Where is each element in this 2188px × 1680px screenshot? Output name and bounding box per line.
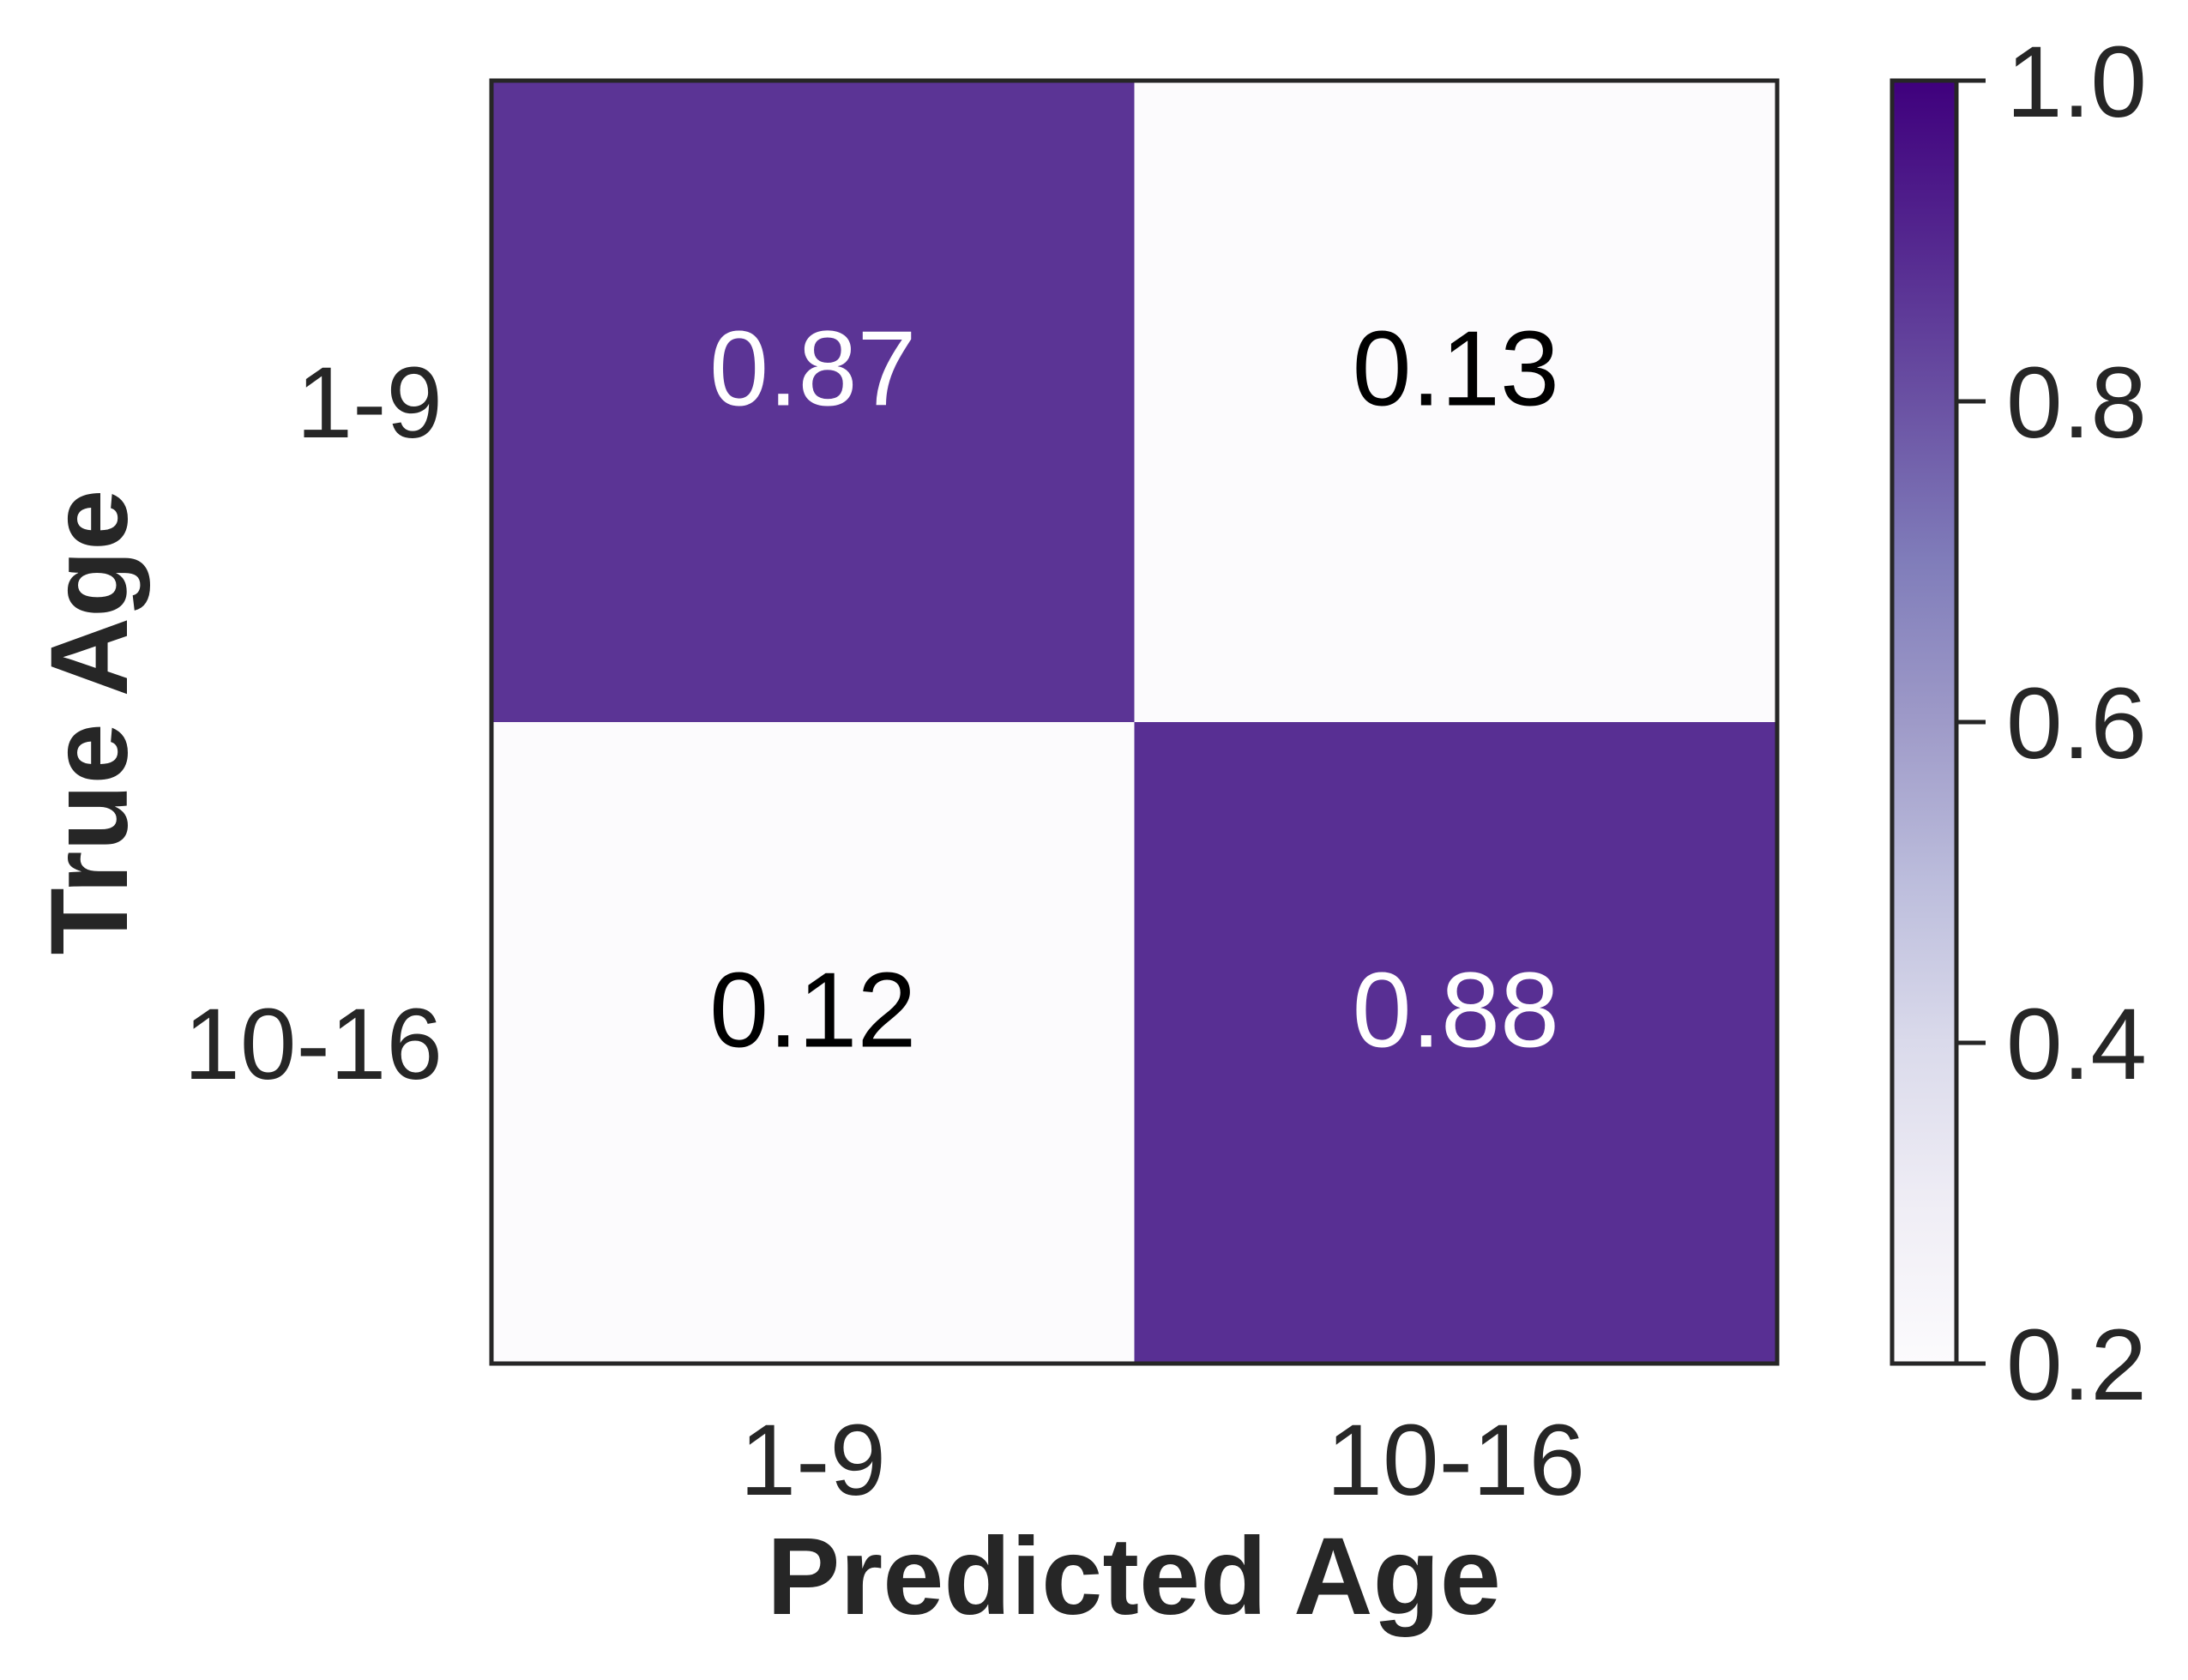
cell-value-labels: 0.87 0.13 0.12 0.88 [709, 310, 1559, 1070]
heatmap-cell-r2-c1 [491, 722, 1135, 1364]
colorbar [1890, 78, 1959, 1366]
y-tick-label-1: 1-9 [296, 346, 443, 460]
colorbar-tick-label-1: 0.2 [2006, 1309, 2147, 1422]
y-axis-ticks: 1-9 10-16 [184, 346, 443, 1101]
x-axis-ticks: 1-9 10-16 [739, 1404, 1585, 1517]
y-axis-title: True Age [28, 490, 151, 955]
cell-value-label-r2-c1: 0.12 [709, 952, 916, 1070]
cell-value-label-r2-c2: 0.88 [1353, 952, 1559, 1070]
colorbar-tick-label-5: 1.0 [2006, 26, 2147, 139]
heatmap-cell-r2-c2 [1134, 722, 1778, 1364]
x-tick-label-1: 1-9 [739, 1404, 886, 1517]
heatmap-cells [491, 81, 1778, 1364]
cell-value-label-r1-c2: 0.13 [1353, 310, 1559, 429]
x-tick-label-2: 10-16 [1326, 1404, 1585, 1517]
colorbar-ticks: 0.2 0.4 0.6 0.8 1.0 [1956, 26, 2147, 1422]
plot-frame [489, 78, 1780, 1366]
colorbar-tick-label-2: 0.4 [2006, 988, 2147, 1101]
heatmap-cell-r1-c1 [491, 81, 1135, 723]
heatmap-cell-r1-c2 [1134, 81, 1778, 723]
cell-value-label-r1-c1: 0.87 [709, 310, 916, 429]
y-tick-label-2: 10-16 [184, 988, 443, 1101]
colorbar-tick-label-4: 0.8 [2006, 346, 2147, 460]
colorbar-tick-label-3: 0.6 [2006, 667, 2147, 780]
x-axis-title: Predicted Age [767, 1515, 1501, 1638]
